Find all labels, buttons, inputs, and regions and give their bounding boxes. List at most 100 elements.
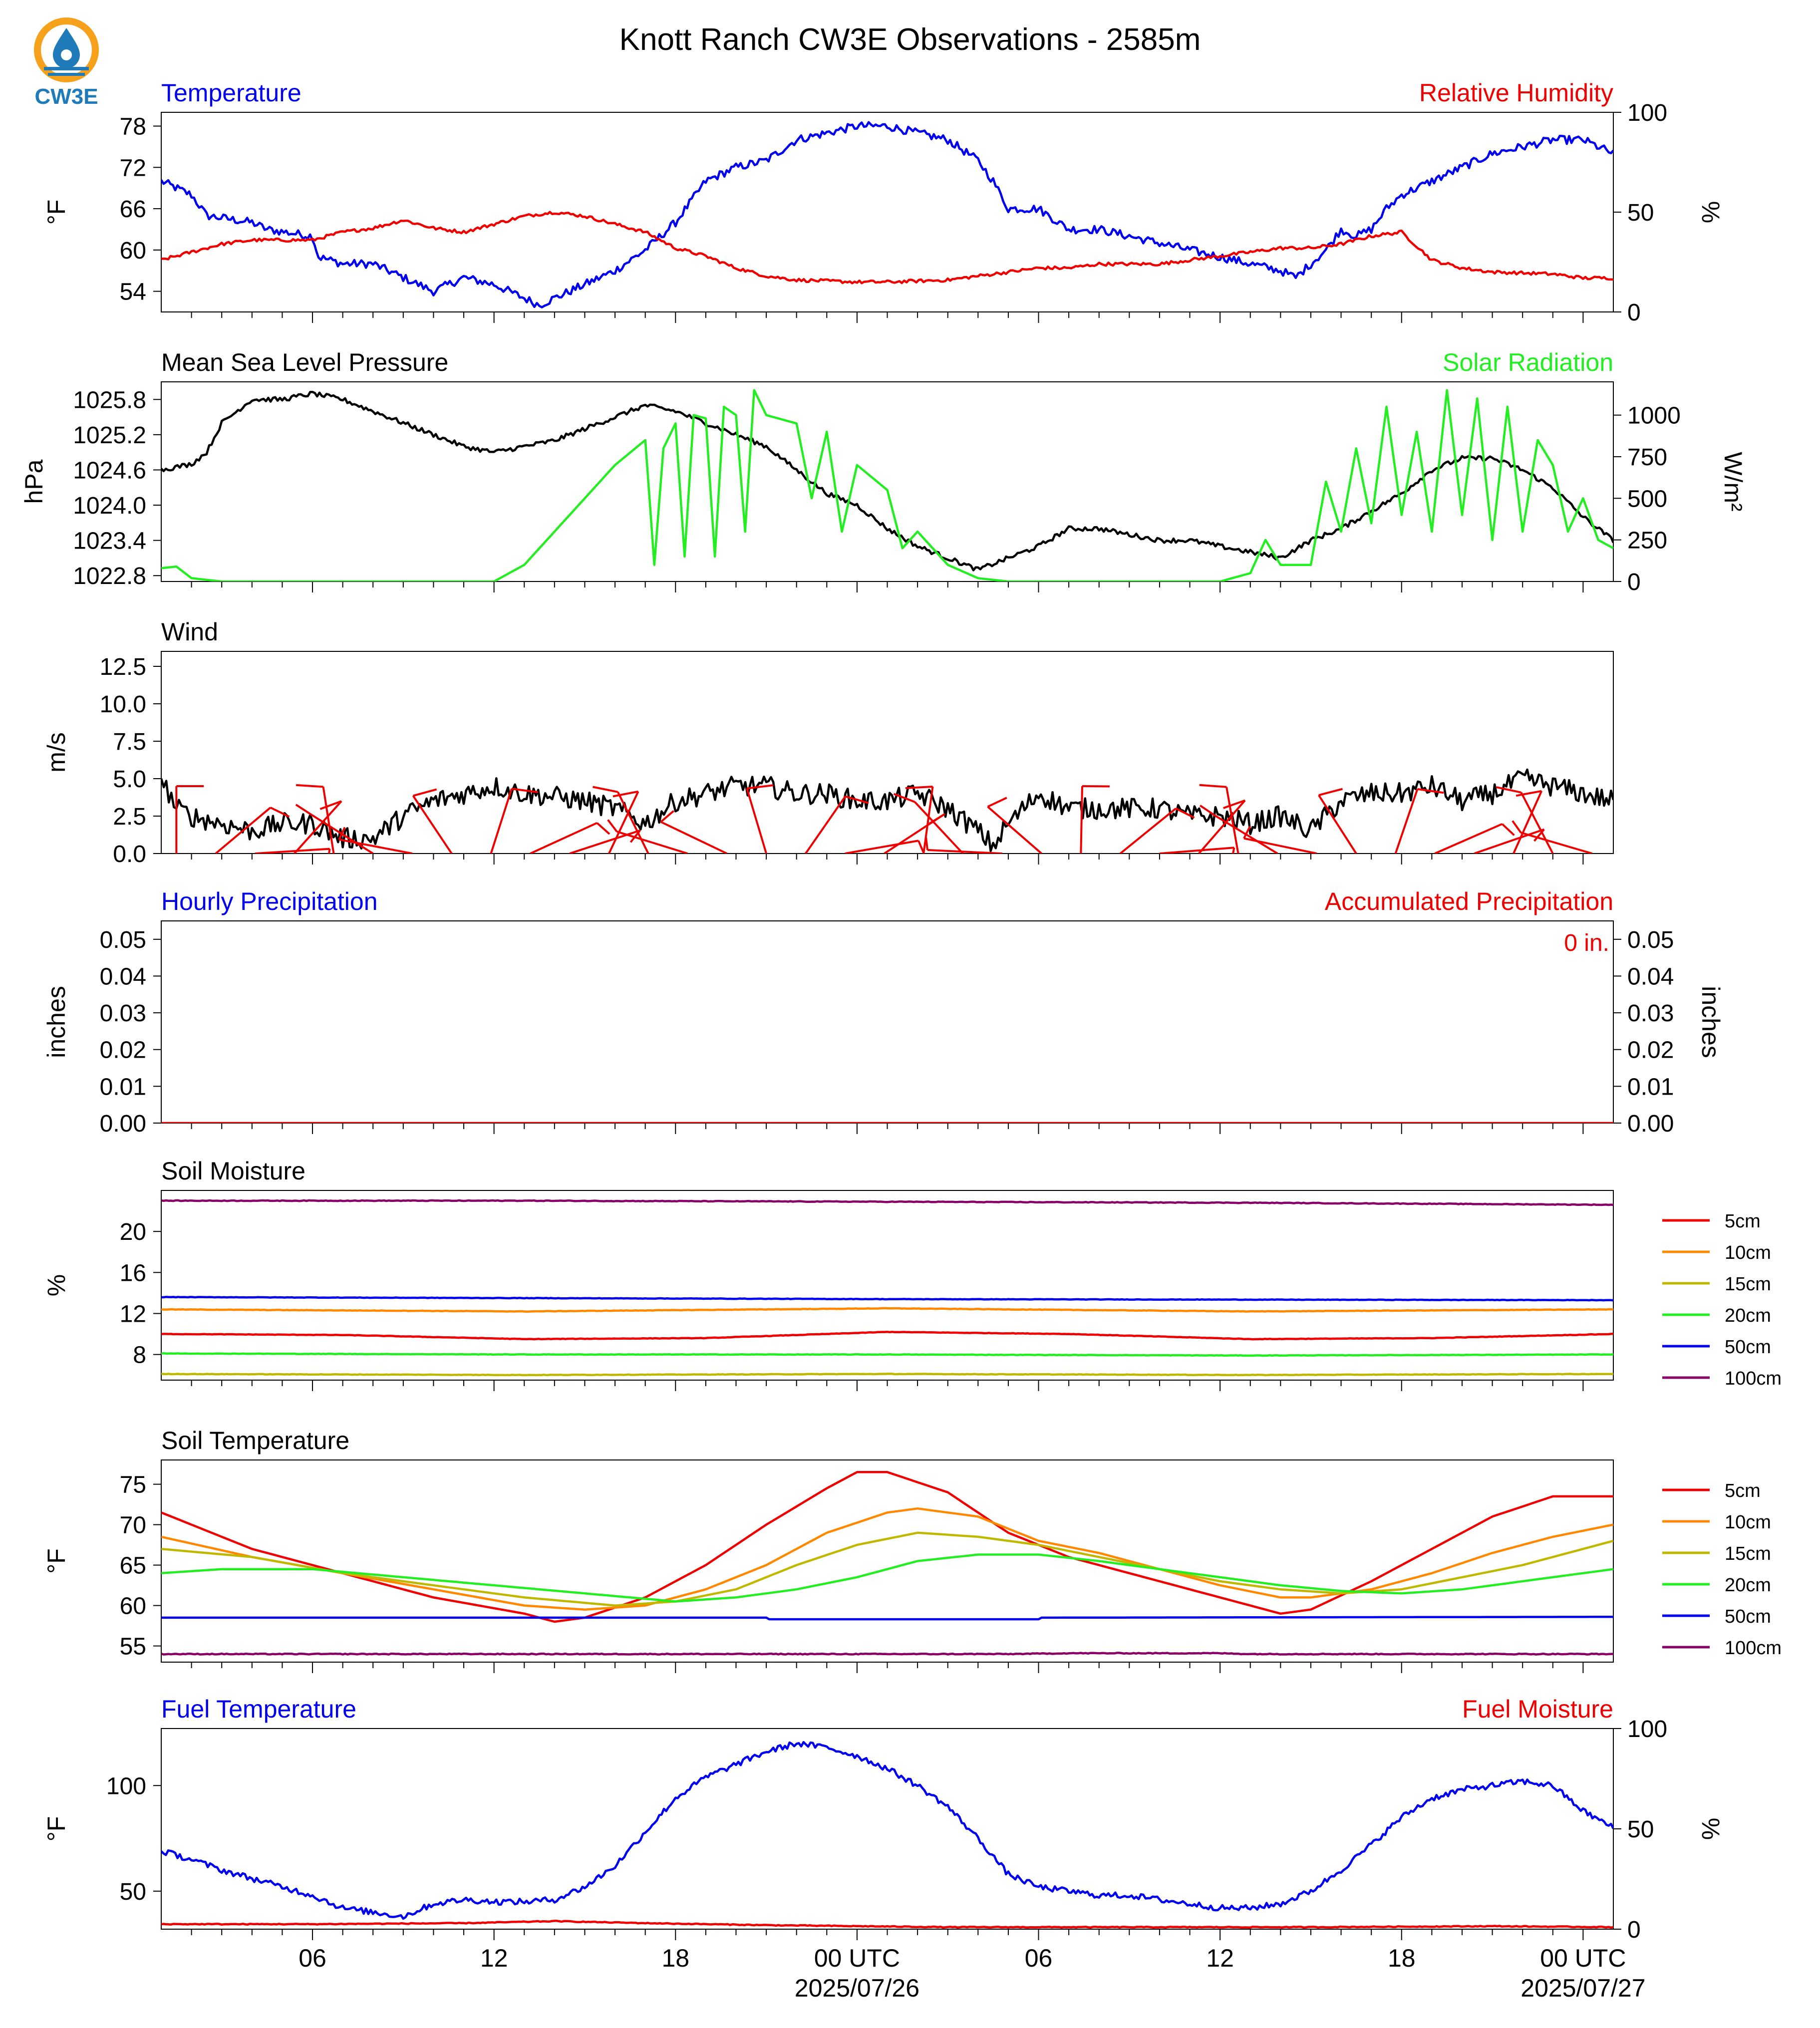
series-line-right — [161, 1920, 1613, 1929]
series-line-20cm — [161, 1352, 1613, 1357]
panel-title-right: Fuel Moisture — [1462, 1695, 1613, 1723]
panel-title-right: Accumulated Precipitation — [1325, 887, 1613, 915]
y-tick-label: 72 — [120, 155, 146, 181]
y-tick-label: 0.04 — [100, 963, 146, 990]
y-tick-label: 1024.0 — [73, 493, 146, 519]
panel-title-left: Soil Temperature — [161, 1427, 349, 1454]
cw3e-droplet-logo-icon: CW3E — [34, 17, 99, 109]
series-line-15cm — [161, 1373, 1613, 1377]
y-tick-label: 0.01 — [100, 1074, 146, 1100]
plot-area — [161, 389, 1613, 581]
y-right-axis-label: % — [1697, 201, 1725, 223]
panel-frame — [161, 1459, 1614, 1663]
y-right-tick-label: 0.03 — [1627, 1000, 1674, 1027]
x-date-label: 2025/07/26 — [795, 1974, 919, 2002]
legend-label: 15cm — [1725, 1543, 1771, 1564]
y-axis-label: inches — [42, 986, 70, 1058]
wind-barb-flag — [328, 849, 331, 854]
y-right-tick-label: 0.02 — [1627, 1037, 1674, 1064]
y-right-tick-label: 0.00 — [1627, 1111, 1674, 1137]
panel-title-right: Relative Humidity — [1419, 79, 1613, 107]
y-right-tick-label: 100 — [1627, 1716, 1667, 1742]
series-line-left — [161, 390, 1613, 572]
y-axis-label: °F — [42, 1548, 70, 1574]
plot-area — [161, 1741, 1613, 1929]
y-tick-label: 1025.8 — [73, 387, 146, 413]
wind-barb-flag — [295, 804, 312, 816]
legend-label: 20cm — [1725, 1305, 1771, 1326]
series-line-left — [161, 1741, 1613, 1920]
wind-barb — [845, 840, 919, 854]
y-tick-label: 12 — [120, 1301, 146, 1327]
wind-barb-flag — [1512, 820, 1522, 834]
y-tick-label: 55 — [120, 1634, 146, 1660]
y-tick-label: 5.0 — [113, 766, 146, 793]
series-line-left — [161, 121, 1613, 308]
y-right-tick-label: 50 — [1627, 1816, 1654, 1843]
y-tick-label: 100 — [106, 1773, 146, 1799]
y-tick-label: 8 — [133, 1342, 146, 1369]
wind-barb-flag — [917, 840, 925, 854]
wind-barb — [1394, 789, 1419, 854]
y-tick-label: 70 — [120, 1512, 146, 1539]
y-right-tick-label: 0.01 — [1627, 1074, 1674, 1100]
y-axis-label: m/s — [42, 732, 70, 773]
wind-barb-flag — [1175, 807, 1195, 819]
wind-barb — [1198, 800, 1246, 854]
figure-title: Knott Ranch CW3E Observations - 2585m — [619, 22, 1201, 57]
series-line-50cm — [161, 1616, 1613, 1621]
y-tick-label: 20 — [120, 1219, 146, 1245]
wind-barb-flag — [1516, 790, 1542, 797]
x-tick-label: 12 — [1206, 1944, 1234, 1972]
panel-frame — [161, 651, 1614, 854]
y-tick-label: 66 — [120, 196, 146, 223]
panel-title-left: Wind — [161, 618, 218, 646]
y-right-tick-label: 0 — [1627, 569, 1641, 595]
wind-barb — [1080, 786, 1083, 854]
wind-barb-flag — [1496, 786, 1521, 794]
y-tick-label: 78 — [120, 114, 146, 140]
wind-barb — [1318, 795, 1357, 854]
wind-barb-flag — [1223, 799, 1245, 809]
y-right-tick-label: 250 — [1627, 528, 1667, 554]
panel-title-right: Solar Radiation — [1443, 348, 1613, 376]
plot-area — [161, 1471, 1613, 1656]
y-axis-label: hPa — [20, 459, 48, 504]
panel-frame — [161, 381, 1614, 582]
wind-barb-flag — [928, 813, 945, 825]
wind-barb — [294, 800, 342, 854]
series-line-10cm — [161, 1307, 1613, 1313]
wind-barb-flag — [747, 784, 774, 790]
series-line-100cm — [161, 1199, 1613, 1206]
panel-0: Temperature Relative Humidity 54 60 66 72 78 °F… — [42, 79, 1725, 326]
panel-3: Hourly Precipitation Accumulated Precipit… — [42, 887, 1725, 1137]
x-tick-label: 06 — [1025, 1944, 1053, 1972]
panel-title-left: Hourly Precipitation — [161, 887, 378, 915]
x-tick-label: 06 — [299, 1944, 326, 1972]
y-right-axis-label: % — [1697, 1818, 1725, 1840]
wind-barb-flag — [1200, 805, 1216, 817]
legend-label: 100cm — [1725, 1368, 1782, 1389]
x-tick-label: 00 UTC — [1540, 1944, 1626, 1972]
wind-barb-flag — [296, 784, 323, 788]
y-tick-label: 65 — [120, 1553, 146, 1579]
y-tick-label: 0.05 — [100, 927, 146, 953]
y-axis-label: °F — [42, 200, 70, 225]
panel-4: Soil Moisture 8 12 16 20% 5cm 10cm 15cm 20cm 50cm… — [42, 1157, 1782, 1391]
wind-barb-flag — [905, 786, 933, 790]
wind-barb-flag — [660, 810, 674, 823]
wind-barb — [1520, 832, 1593, 854]
wind-barb — [338, 838, 413, 854]
wind-barb-flag — [893, 793, 915, 803]
y-tick-label: 16 — [120, 1260, 146, 1286]
panel-title-left: Mean Sea Level Pressure — [161, 348, 448, 376]
wind-barb — [608, 791, 639, 854]
legend-label: 100cm — [1725, 1638, 1782, 1659]
wind-barb-flag — [338, 827, 346, 840]
panels-group: Temperature Relative Humidity 54 60 66 72 78 °F… — [20, 79, 1782, 1943]
wind-barb — [746, 788, 768, 854]
wind-barb-flag — [987, 797, 1007, 808]
wind-barb — [805, 796, 846, 854]
series-line-right — [161, 389, 1613, 581]
